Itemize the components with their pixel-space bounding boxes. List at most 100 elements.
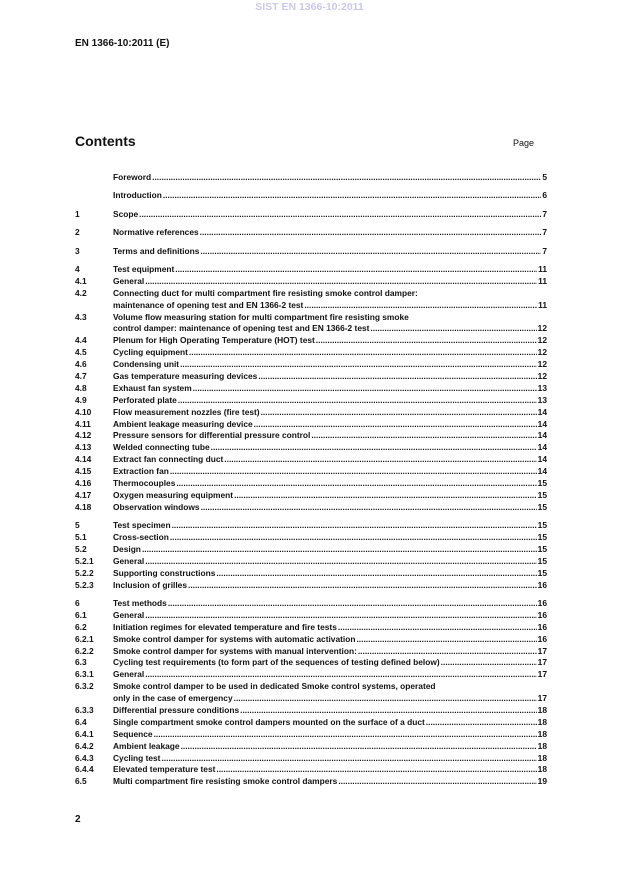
toc-entry-page: 14: [537, 418, 547, 429]
toc-entry[interactable]: Introduction 6: [75, 190, 547, 202]
toc-entry-number: 5.2.2: [75, 567, 94, 578]
toc-entry[interactable]: 6.4.1 Sequence 18: [75, 729, 547, 741]
toc-entry[interactable]: 1 Scope 7: [75, 209, 547, 221]
toc-section: Introduction 6: [75, 190, 547, 202]
toc-entry[interactable]: 4.5 Cycling equipment 12: [75, 347, 547, 359]
toc-entry[interactable]: 4.11 Ambient leakage measuring device 14: [75, 419, 547, 431]
toc-entry-number: 6.1: [75, 609, 87, 620]
toc-entry-page: 15: [537, 501, 547, 512]
toc-entry[interactable]: 4.2 Connecting duct for multi compartment…: [75, 288, 547, 300]
toc-entry-continuation[interactable]: maintenance of opening test and EN 1366-…: [75, 300, 547, 312]
toc-entry[interactable]: 4.14 Extract fan connecting duct 14: [75, 454, 547, 466]
toc-entry[interactable]: 6.3 Cycling test requirements (to form pa…: [75, 657, 547, 669]
toc-entry-page: 13: [537, 382, 547, 393]
toc-entry-title: Single compartment smoke control dampers…: [113, 716, 425, 727]
toc-entry-page: 15: [537, 489, 547, 500]
dot-leader: [356, 634, 536, 646]
toc-entry[interactable]: Foreword 5: [75, 172, 547, 184]
toc-entry-page: 7: [542, 227, 547, 238]
toc-entry[interactable]: 4.16 Thermocouples 15: [75, 478, 547, 490]
toc-entry[interactable]: 6 Test methods 16: [75, 598, 547, 610]
toc-entry[interactable]: 6.2.2 Smoke control damper for systems wi…: [75, 646, 547, 658]
toc-entry[interactable]: 4.7 Gas temperature measuring devices 12: [75, 371, 547, 383]
dot-leader: [254, 419, 537, 431]
toc-entry[interactable]: 5 Test specimen 15: [75, 520, 547, 532]
toc-entry-page: 15: [537, 477, 547, 488]
toc-entry-title: Normative references: [113, 227, 199, 238]
toc-entry[interactable]: 2 Normative references 7: [75, 227, 547, 239]
toc-entry[interactable]: 4.18 Observation windows 15: [75, 502, 547, 514]
toc-entry[interactable]: 6.4 Single compartment smoke control damp…: [75, 717, 547, 729]
toc-entry[interactable]: 4.8 Exhaust fan system 13: [75, 383, 547, 395]
toc-entry[interactable]: 4.13 Welded connecting tube 14: [75, 442, 547, 454]
toc-entry[interactable]: 6.5 Multi compartment fire resisting smok…: [75, 776, 547, 788]
document-id: EN 1366-10:2011 (E): [75, 38, 170, 49]
toc-entry[interactable]: 6.3.2 Smoke control damper to be used in …: [75, 681, 547, 693]
toc-entry-page: 17: [537, 669, 547, 680]
toc-entry-number: 6.3.2: [75, 681, 94, 692]
toc-entry-number: 2: [75, 227, 80, 238]
toc-entry[interactable]: 4.6 Condensing unit 12: [75, 359, 547, 371]
toc-entry-number: [75, 172, 113, 184]
toc-entry[interactable]: 6.4.2 Ambient leakage 18: [75, 741, 547, 753]
toc-entry-number: 4.9: [75, 394, 87, 405]
toc-entry[interactable]: 6.2.1 Smoke control damper for systems wi…: [75, 634, 547, 646]
toc-entry[interactable]: 4.17 Oxygen measuring equipment 15: [75, 490, 547, 502]
toc-entry-page: 11: [538, 275, 547, 286]
toc-entry-title: Cycling equipment: [113, 347, 188, 358]
toc-entry[interactable]: 6.1 General 16: [75, 610, 547, 622]
dot-leader: [441, 657, 537, 669]
toc-entry[interactable]: 6.4.3 Cycling test 18: [75, 753, 547, 765]
toc-entry[interactable]: 5.2 Design 15: [75, 544, 547, 556]
toc-entry-title: Perforated plate: [113, 394, 177, 405]
toc-entry-continuation[interactable]: control damper: maintenance of opening t…: [75, 323, 547, 335]
toc-entry-title: Volume flow measuring station for multi …: [113, 311, 409, 322]
toc-entry-title: Extraction fan: [113, 466, 169, 477]
toc-entry-title: Test methods: [113, 598, 167, 608]
toc-entry[interactable]: 5.1 Cross-section 15: [75, 532, 547, 544]
toc-entry-continuation[interactable]: only in the case of emergency 17: [75, 693, 547, 705]
toc-entry[interactable]: 6.3.1 General 17: [75, 669, 547, 681]
toc-section: Foreword 5: [75, 172, 547, 184]
toc-entry-number: 6.4.2: [75, 740, 94, 751]
toc-entry-title: Smoke control damper to be used in dedic…: [113, 681, 436, 692]
dot-leader: [188, 580, 537, 592]
toc-entry[interactable]: 4.1 General 11: [75, 276, 547, 288]
toc-entry-number: 6.2: [75, 621, 87, 632]
dot-leader: [200, 227, 542, 239]
dot-leader: [216, 764, 536, 776]
toc-entry-title-continued: only in the case of emergency: [113, 693, 233, 704]
toc-entry[interactable]: 6.3.3 Differential pressure conditions 18: [75, 705, 547, 717]
toc-entry[interactable]: 6.4.4 Elevated temperature test 18: [75, 764, 547, 776]
toc-entry[interactable]: 4.4 Plenum for High Operating Temperature…: [75, 335, 547, 347]
toc-section: 6 Test methods 16 6.1 General 16 6.2 Initiation…: [75, 598, 547, 788]
dot-leader: [201, 502, 537, 514]
toc-entry[interactable]: 4.9 Perforated plate 13: [75, 395, 547, 407]
toc-entry-title: Condensing unit: [113, 359, 180, 370]
toc-entry[interactable]: 3 Terms and definitions 7: [75, 246, 547, 258]
toc-entry-title: General: [113, 669, 145, 680]
dot-leader: [178, 395, 537, 407]
toc-entry-title: Smoke control damper for systems with ma…: [113, 645, 357, 656]
toc-entry[interactable]: 6.2 Initiation regimes for elevated tempe…: [75, 622, 547, 634]
dot-leader: [216, 568, 536, 580]
toc-entry[interactable]: 5.2.3 Inclusion of grilles 16: [75, 580, 547, 592]
toc-entry-title: Test equipment: [113, 263, 175, 274]
dot-leader: [234, 693, 537, 705]
toc-entry-page: 15: [537, 520, 547, 531]
table-of-contents: Foreword 5 Introduction 6 1 Scope 7 2 Normative …: [75, 172, 547, 795]
toc-entry[interactable]: 4.12 Pressure sensors for differential pr…: [75, 430, 547, 442]
toc-entry[interactable]: 4 Test equipment 11: [75, 264, 547, 276]
toc-entry[interactable]: 4.3 Volume flow measuring station for mul…: [75, 312, 547, 324]
toc-entry[interactable]: 4.10 Flow measurement nozzles (fire test)…: [75, 407, 547, 419]
toc-section: 1 Scope 7: [75, 209, 547, 221]
dot-leader: [145, 669, 536, 681]
toc-entry-page: 12: [537, 323, 547, 334]
page-column-label: Page: [513, 138, 535, 148]
toc-entry-title: Smoke control damper for systems with au…: [113, 633, 356, 644]
toc-section: 3 Terms and definitions 7: [75, 246, 547, 258]
toc-entry[interactable]: 4.15 Extraction fan 14: [75, 466, 547, 478]
toc-entry-number: 4.12: [75, 430, 92, 441]
toc-entry[interactable]: 5.2.1 General 15: [75, 556, 547, 568]
toc-entry[interactable]: 5.2.2 Supporting constructions 15: [75, 568, 547, 580]
